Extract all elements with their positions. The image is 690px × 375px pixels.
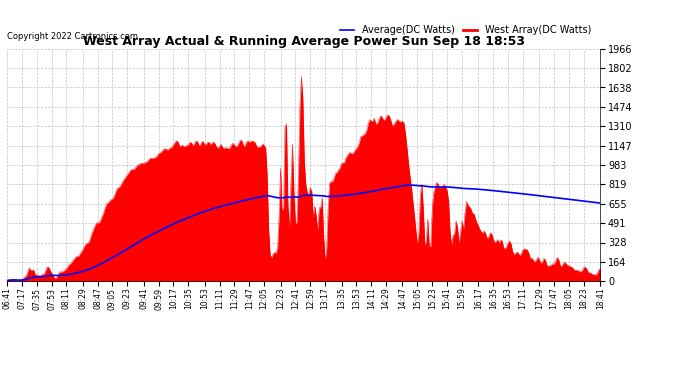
Text: Copyright 2022 Cartronics.com: Copyright 2022 Cartronics.com	[7, 32, 138, 41]
Title: West Array Actual & Running Average Power Sun Sep 18 18:53: West Array Actual & Running Average Powe…	[83, 34, 524, 48]
Legend: Average(DC Watts), West Array(DC Watts): Average(DC Watts), West Array(DC Watts)	[336, 21, 595, 39]
